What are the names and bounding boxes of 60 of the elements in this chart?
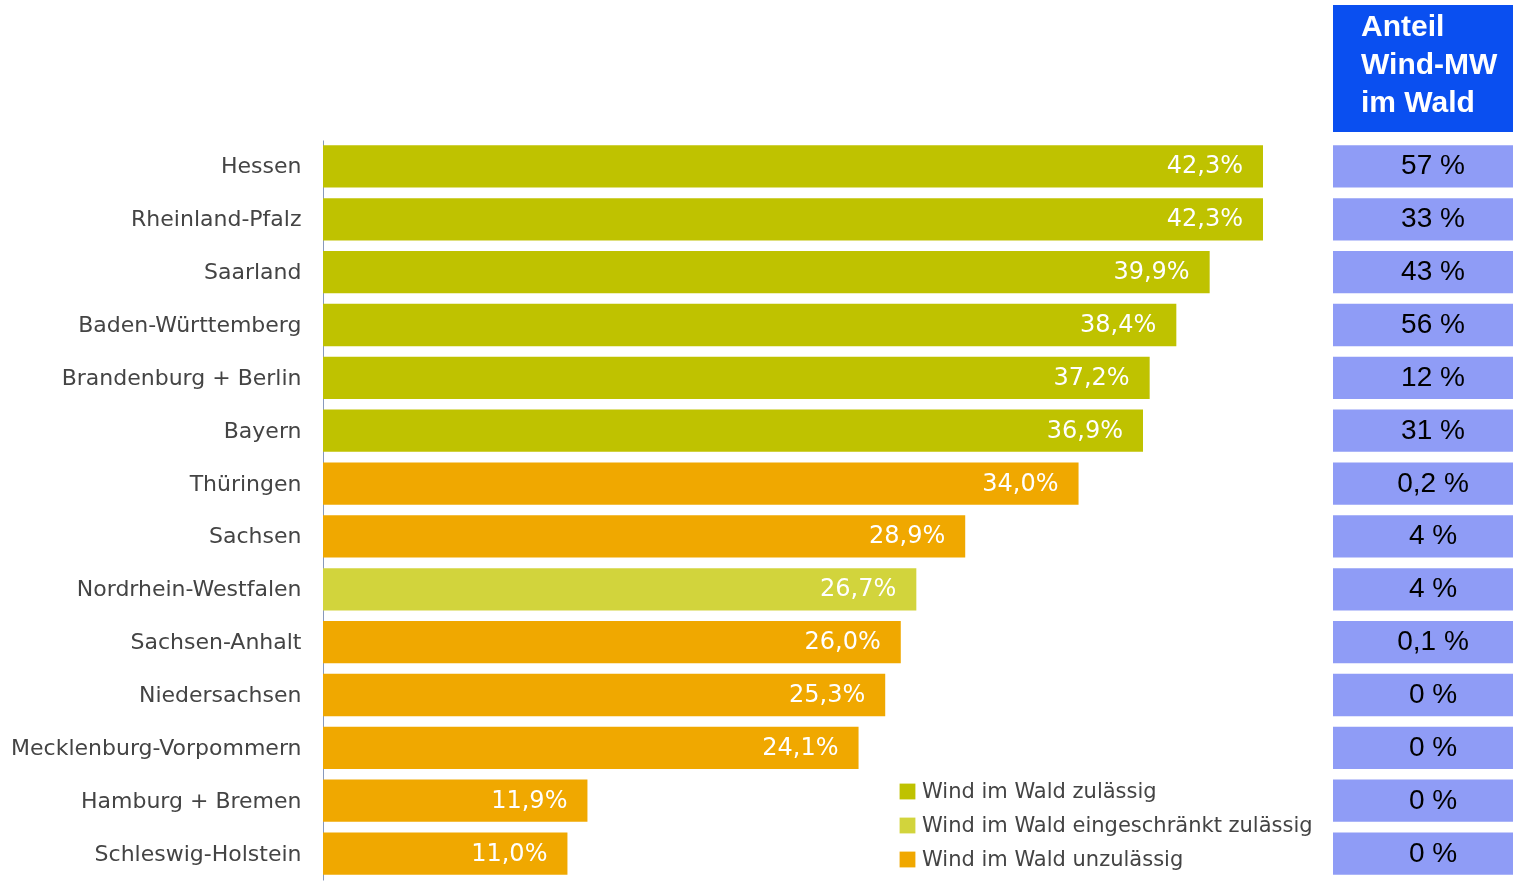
bar xyxy=(323,673,886,717)
text: 0 % xyxy=(1408,783,1458,815)
data-label: 28,9% xyxy=(868,521,946,550)
bar xyxy=(323,726,859,769)
data-label: 34,0% xyxy=(982,468,1059,497)
bar xyxy=(323,251,1210,294)
data-label: 11,9% xyxy=(491,785,568,814)
text: 0,2 % xyxy=(1397,466,1469,498)
data-label: 11,0% xyxy=(471,838,548,867)
y-tick-label: Sachsen xyxy=(209,523,302,549)
y-tick-label: Nordrhein-Westfalen xyxy=(76,576,302,602)
text: 57 % xyxy=(1401,149,1465,181)
text: 12 % xyxy=(1401,360,1465,392)
data-label: 38,4% xyxy=(1080,310,1157,338)
bar xyxy=(323,621,901,664)
bar xyxy=(323,303,1177,347)
text: 43 % xyxy=(1401,255,1465,287)
bar xyxy=(323,568,917,611)
legend-label: Wind im Wald unzulässig xyxy=(922,846,1184,871)
bar xyxy=(323,462,1079,505)
data-label: 42,3% xyxy=(1166,151,1243,180)
y-tick-label: Thüringen xyxy=(188,470,302,496)
y-tick-label: Sachsen-Anhalt xyxy=(130,629,302,655)
bar xyxy=(323,356,1150,399)
bar xyxy=(323,515,966,558)
text: 0 % xyxy=(1408,678,1458,709)
y-tick-label: Niedersachsen xyxy=(138,682,302,707)
y-tick-label: Saarland xyxy=(204,259,302,285)
y-tick-label: Mecklenburg-Vorpommern xyxy=(11,734,302,760)
data-label: 36,9% xyxy=(1046,415,1123,444)
text: 0 % xyxy=(1408,836,1458,868)
text: Anteil Wind-MW im Wald xyxy=(1361,9,1499,118)
legend-label: Wind im Wald zulässig xyxy=(922,778,1157,803)
y-tick-label: Rheinland-Pfalz xyxy=(131,206,302,232)
text: 4 % xyxy=(1408,519,1458,551)
y-tick-label: Hamburg + Bremen xyxy=(80,787,302,813)
text: 0,1 % xyxy=(1397,625,1469,657)
y-tick-label: Schleswig-Holstein xyxy=(94,840,302,866)
data-label: 26,7% xyxy=(820,574,897,603)
bar xyxy=(323,145,1263,188)
bar xyxy=(323,779,588,822)
text: 4 % xyxy=(1408,572,1458,604)
text: 33 % xyxy=(1401,202,1465,234)
data-label: 37,2% xyxy=(1053,362,1130,391)
text: 31 % xyxy=(1401,413,1465,445)
text: 0 % xyxy=(1408,730,1458,762)
text: 56 % xyxy=(1401,308,1465,339)
y-tick-label: Brandenburg + Berlin xyxy=(61,364,302,390)
data-label: 39,9% xyxy=(1113,257,1190,286)
y-tick-label: Baden-Württemberg xyxy=(78,312,302,337)
data-label: 26,0% xyxy=(804,627,881,656)
legend-label: Wind im Wald eingeschränkt zulässig xyxy=(922,812,1313,837)
data-label: 24,1% xyxy=(762,732,839,761)
data-label: 42,3% xyxy=(1166,204,1243,233)
bar xyxy=(323,198,1263,241)
y-tick-label: Hessen xyxy=(221,153,302,179)
bar xyxy=(323,832,568,875)
data-label: 25,3% xyxy=(788,680,866,708)
y-tick-label: Bayern xyxy=(223,417,302,443)
bar xyxy=(323,409,1143,452)
